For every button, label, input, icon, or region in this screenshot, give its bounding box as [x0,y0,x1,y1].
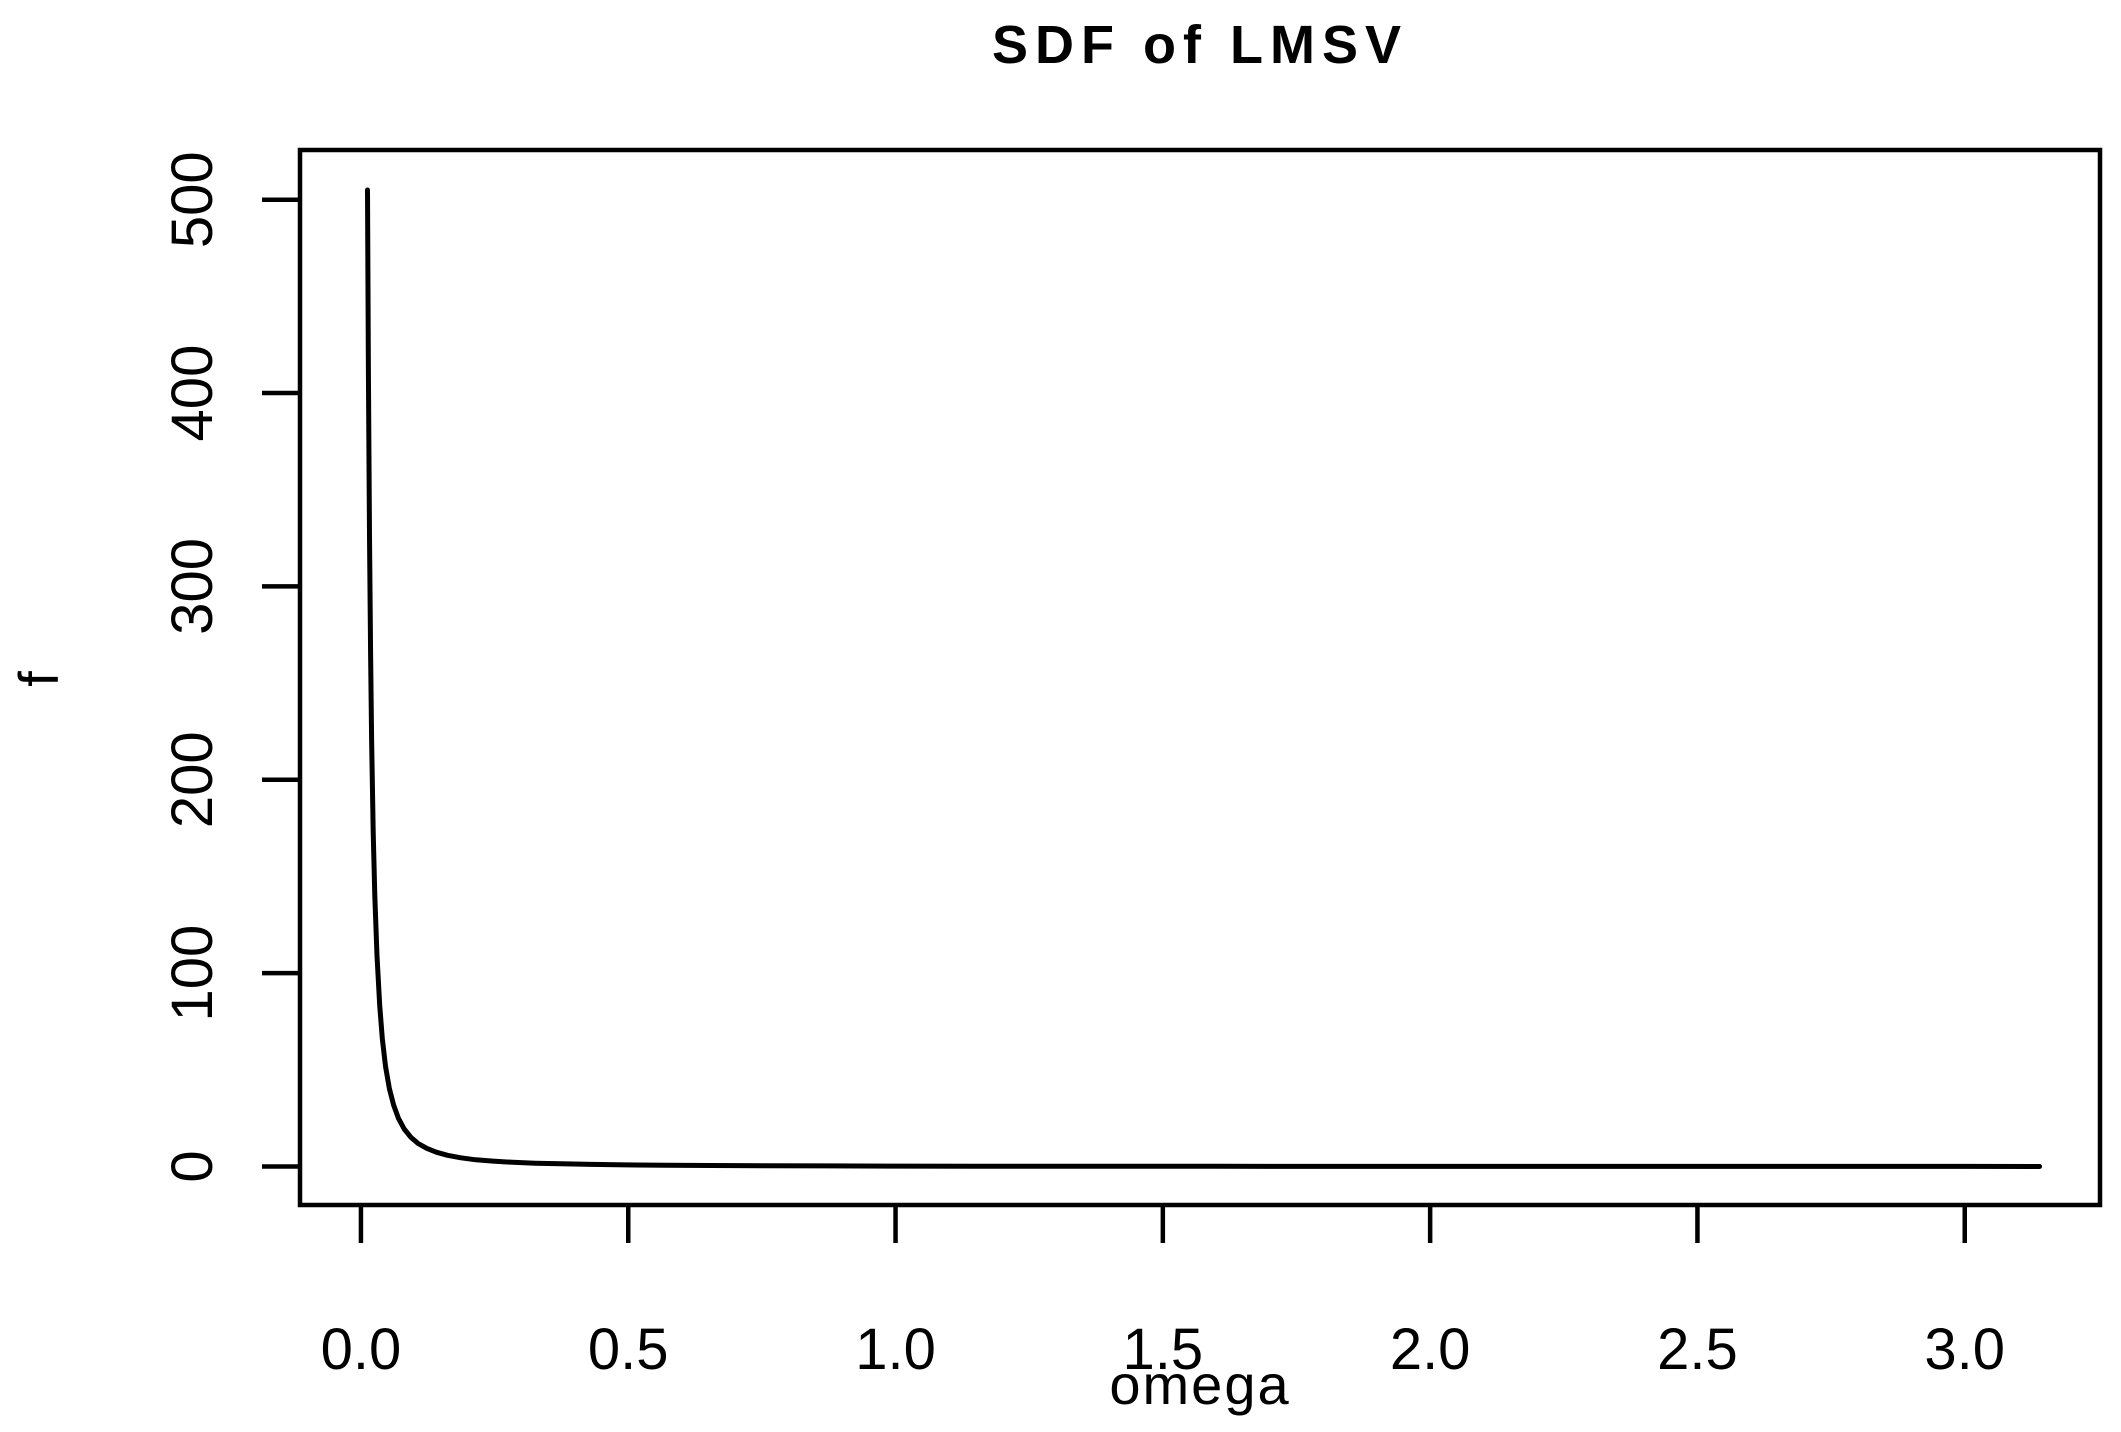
y-tick-label: 500 [160,151,225,248]
y-tick-label: 200 [160,731,225,828]
y-tick-label: 300 [160,538,225,635]
x-tick-label: 3.0 [1924,1317,2005,1382]
x-tick-label: 1.5 [1123,1317,1204,1382]
y-tick-label: 100 [160,925,225,1022]
sdf-curve [365,187,2043,1169]
y-axis-ticks: 0 100 200 300 400 500 [160,151,300,1183]
y-axis-label: f [7,669,70,687]
plot-border [297,147,2103,1208]
y-tick-label: 0 [160,1150,225,1182]
x-tick-label: 2.5 [1657,1317,1738,1382]
x-tick-label: 0.0 [321,1317,402,1382]
x-tick-label: 2.0 [1390,1317,1471,1382]
y-tick-label: 400 [160,345,225,442]
x-axis-label: omega [1109,1353,1290,1416]
x-axis-ticks: 0.0 0.5 1.0 1.5 2.0 2.5 3.0 [321,1205,2005,1382]
chart-title: SDF of LMSV [992,15,1408,75]
x-tick-label: 1.0 [855,1317,936,1382]
x-tick-label: 0.5 [588,1317,669,1382]
